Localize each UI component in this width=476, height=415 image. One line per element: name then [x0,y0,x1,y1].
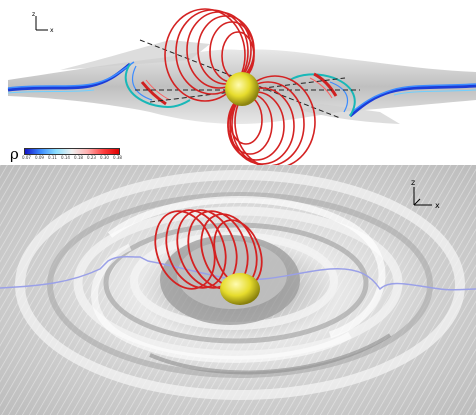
axis-label-z: z [411,178,415,187]
colorbar-tick: 0.30 [100,155,109,160]
side-view-panel: z x [0,0,476,165]
density-contours [7,61,476,118]
axis-label-z: z [32,11,35,18]
colorbar-symbol: ρ [10,145,19,163]
colorbar-tick: 0.14 [61,155,70,160]
colorbar-tick: 0.38 [113,155,122,160]
central-star-bottom [220,273,260,305]
axis-label-x: x [435,201,440,210]
central-star-top [225,72,259,106]
oblique-view-panel: z x [0,165,476,415]
side-view-render: z x [7,8,476,165]
colorbar-tick: 0.18 [74,155,83,160]
oblique-view-render: z x [0,165,476,415]
colorbar-tick: 0.07 [22,155,31,160]
colorbar-ticks: 0.07 0.09 0.11 0.14 0.18 0.23 0.30 0.38 [22,155,122,160]
colorbar-tick: 0.23 [87,155,96,160]
colorbar-tick: 0.11 [48,155,57,160]
colorbar [24,148,120,155]
axis-label-x: x [50,27,54,34]
axes-triad-bottom: z x [411,178,440,210]
colorbar-tick: 0.09 [35,155,44,160]
axes-triad-top: z x [32,11,54,34]
